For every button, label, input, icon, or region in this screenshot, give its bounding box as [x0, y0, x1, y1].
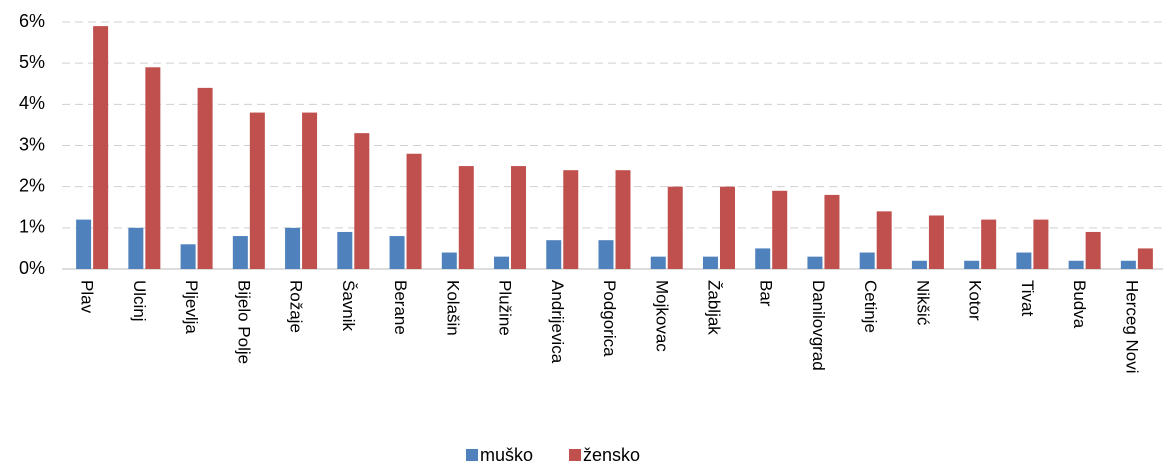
- bar: [1085, 231, 1101, 269]
- bar: [772, 190, 788, 269]
- bar: [1137, 248, 1153, 269]
- legend-swatch: [569, 449, 582, 461]
- x-tick-label: Berane: [391, 280, 410, 335]
- y-tick-label: 0%: [19, 258, 45, 278]
- legend-label: muško: [480, 445, 533, 465]
- x-tick-label: Tivat: [1018, 280, 1037, 316]
- bar: [928, 215, 944, 269]
- bar: [1016, 252, 1032, 269]
- bar: [667, 186, 683, 269]
- bar: [145, 67, 161, 270]
- bar: [458, 166, 474, 269]
- y-tick-label: 2%: [19, 175, 45, 195]
- bar: [197, 87, 213, 269]
- x-tick-label: Budva: [1070, 280, 1089, 329]
- bar: [719, 186, 735, 269]
- x-tick-label: Bar: [757, 280, 776, 307]
- x-tick-label: Nikšić: [913, 280, 932, 326]
- bar: [876, 211, 892, 269]
- bar: [511, 166, 527, 269]
- x-tick-label: Andrijevica: [548, 280, 567, 364]
- bar: [702, 256, 718, 269]
- y-tick-label: 6%: [19, 11, 45, 31]
- x-tick-label: Podgorica: [600, 280, 619, 357]
- bar: [1120, 260, 1136, 269]
- bar: [285, 227, 301, 269]
- x-tick-label: Danilovgrad: [809, 280, 828, 371]
- x-tick-label: Pljevlja: [182, 280, 201, 334]
- x-tick-label: Plužine: [496, 280, 515, 336]
- bar: [981, 219, 997, 269]
- bar: [128, 227, 144, 269]
- bar: [337, 231, 353, 269]
- y-tick-label: 3%: [19, 134, 45, 154]
- bar: [824, 194, 840, 269]
- x-tick-label: Žabljak: [704, 280, 723, 335]
- bar: [389, 236, 405, 269]
- bar: [650, 256, 666, 269]
- x-tick-label: Kotor: [966, 280, 985, 321]
- y-tick-label: 1%: [19, 217, 45, 237]
- bar: [563, 170, 579, 269]
- bar: [755, 248, 771, 269]
- bar: [441, 252, 457, 269]
- bar: [93, 26, 109, 269]
- bar: [1068, 260, 1084, 269]
- x-tick-label: Bijelo Polje: [234, 280, 253, 364]
- bar: [354, 133, 370, 269]
- bar: [859, 252, 875, 269]
- bar: [598, 240, 614, 269]
- x-tick-label: Cetinje: [861, 280, 880, 333]
- bar: [546, 240, 562, 269]
- bar: [807, 256, 823, 269]
- bar: [180, 244, 196, 269]
- bar: [1033, 219, 1049, 269]
- legend-swatch: [466, 449, 478, 461]
- bar: [232, 236, 248, 269]
- y-tick-label: 5%: [19, 52, 45, 72]
- x-tick-label: Ulcinj: [130, 280, 149, 322]
- bar: [615, 170, 631, 269]
- x-tick-label: Plav: [78, 280, 97, 314]
- x-tick-label: Rožaje: [287, 280, 306, 333]
- x-tick-label: Herceg Novi: [1122, 280, 1141, 374]
- bar: [406, 153, 422, 269]
- legend-label: žensko: [583, 445, 640, 465]
- x-tick-label: Šavnik: [339, 280, 358, 332]
- bar: [911, 260, 927, 269]
- x-tick-label: Mojkovac: [652, 280, 671, 352]
- bar: [964, 260, 980, 269]
- x-tick-label: Kolašin: [443, 280, 462, 336]
- bar: [76, 219, 92, 269]
- bar: [249, 112, 265, 269]
- bar: [302, 112, 318, 269]
- y-tick-label: 4%: [19, 93, 45, 113]
- bar: [494, 256, 510, 269]
